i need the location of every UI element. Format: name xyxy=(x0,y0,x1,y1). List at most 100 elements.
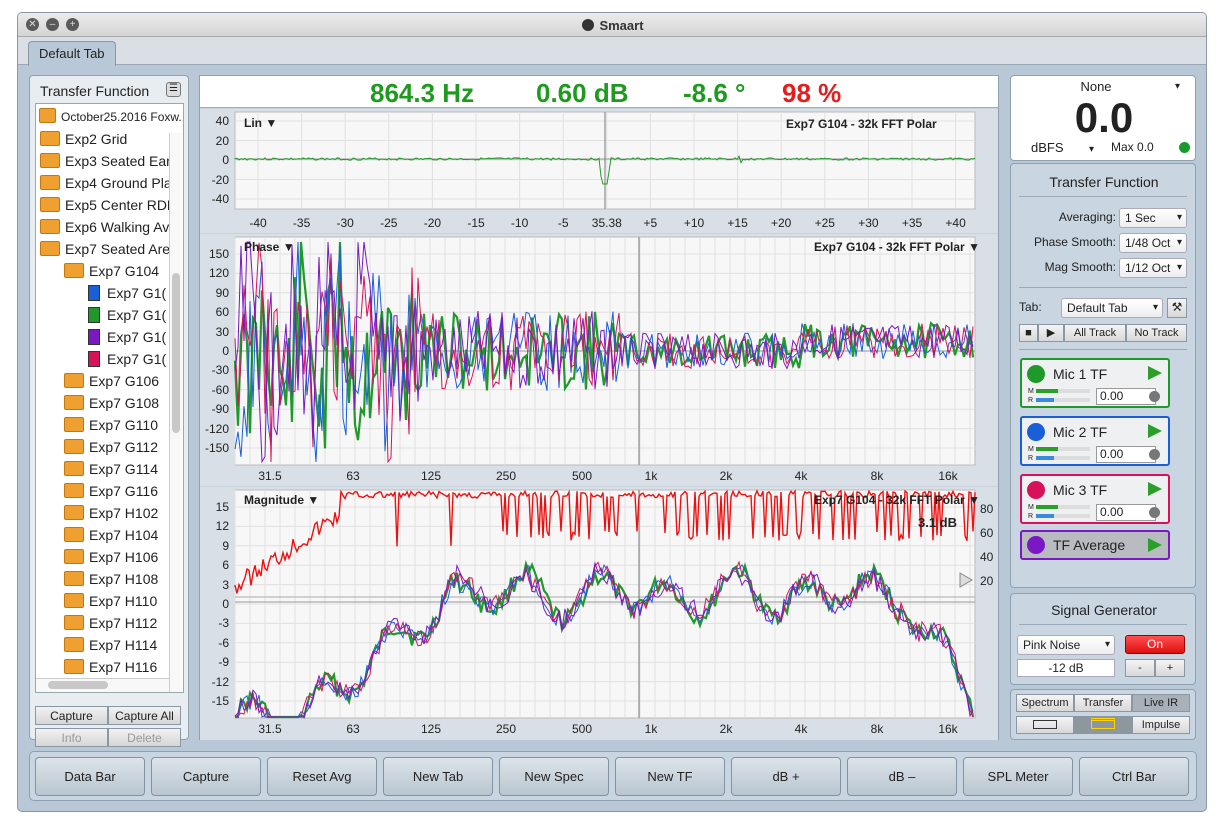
ir-graph[interactable] xyxy=(200,109,998,233)
tree-folder-item[interactable]: Exp7 G116 xyxy=(64,480,158,502)
vertical-scrollbar[interactable] xyxy=(169,133,182,692)
magnitude-plot[interactable]: Magnitude ▼ Exp7 G104 - 32k FFT Polar ▼ … xyxy=(200,487,998,740)
tree-folder-item[interactable]: Exp7 H104 xyxy=(64,524,158,546)
magnitude-title-dropdown-icon[interactable]: ▼ xyxy=(968,493,980,507)
mic-1-play-icon[interactable] xyxy=(1148,366,1162,380)
cmd-capture-button[interactable]: Capture xyxy=(151,757,261,796)
stop-all-button[interactable]: ■ xyxy=(1019,324,1038,342)
magnitude-graph[interactable] xyxy=(200,487,998,740)
capture-all-button[interactable]: Capture All xyxy=(108,706,181,725)
x-tick-label: 1k xyxy=(644,722,658,736)
spectrum-mode-button[interactable]: Spectrum xyxy=(1016,694,1074,712)
unit-dropdown-icon[interactable]: ▾ xyxy=(1089,144,1095,155)
tree-folder-item[interactable]: Exp7 G106 xyxy=(64,370,159,392)
tree-doc-item[interactable]: Exp7 G1( xyxy=(88,304,166,326)
mic-3-delay-field[interactable]: 0.00 xyxy=(1096,504,1156,521)
mic-3-play-icon[interactable] xyxy=(1148,482,1162,496)
phase-smooth-select[interactable]: 1/48 Oct xyxy=(1119,233,1187,253)
averaging-select[interactable]: 1 Sec xyxy=(1119,208,1187,228)
mic-2-play-icon[interactable] xyxy=(1148,424,1162,438)
cmd-spl-meter-button[interactable]: SPL Meter xyxy=(963,757,1073,796)
play-all-button[interactable]: ▶ xyxy=(1038,324,1064,342)
capture-button[interactable]: Capture xyxy=(35,706,108,725)
level-up-button[interactable]: + xyxy=(1155,659,1185,677)
tf-average-play-icon[interactable] xyxy=(1148,538,1162,552)
cmd-new-tab-button[interactable]: New Tab xyxy=(383,757,493,796)
cmd-db-button[interactable]: dB – xyxy=(847,757,957,796)
tree-folder-item[interactable]: Exp7 G104 xyxy=(64,260,159,282)
tree-folder-item[interactable]: Exp7 Seated Are xyxy=(40,238,170,260)
generator-level-field[interactable]: -12 dB xyxy=(1017,659,1115,677)
folder-icon xyxy=(64,461,84,476)
tree-folder-item[interactable]: Exp7 H110 xyxy=(64,590,157,612)
source-dropdown-icon[interactable]: ▾ xyxy=(1175,81,1181,92)
ir-scale-label[interactable]: Lin xyxy=(244,116,262,130)
tree-folder-item[interactable]: Exp6 Walking Av xyxy=(40,216,169,238)
cmd-reset-avg-button[interactable]: Reset Avg xyxy=(267,757,377,796)
tree-folder-item[interactable]: Exp7 H112 xyxy=(64,612,157,634)
tree-folder-item[interactable]: Exp7 H106 xyxy=(64,546,158,568)
tree-folder-item[interactable]: Exp7 G114 xyxy=(64,458,158,480)
close-icon[interactable]: ✕ xyxy=(26,18,39,31)
cmd-db-button[interactable]: dB + xyxy=(731,757,841,796)
phase-dropdown-icon[interactable]: ▼ xyxy=(282,240,295,254)
split-view-button[interactable] xyxy=(1074,716,1132,734)
magnitude-dropdown-icon[interactable]: ▼ xyxy=(307,493,320,507)
folder-icon xyxy=(64,439,84,454)
phase-plot[interactable]: Phase ▼ Exp7 G104 - 32k FFT Polar ▼ 150 1… xyxy=(200,234,998,486)
menu-icon[interactable]: ☰ xyxy=(166,82,181,97)
all-track-button[interactable]: All Track xyxy=(1064,324,1126,342)
tree-folder-item[interactable]: Exp7 H114 xyxy=(64,634,157,656)
tree-folder-item[interactable]: Exp7 H108 xyxy=(64,568,158,590)
tab-select[interactable]: Default Tab xyxy=(1061,298,1163,318)
tree-folder-item[interactable]: Exp4 Ground Pla xyxy=(40,172,172,194)
mag-smooth-select[interactable]: 1/12 Oct xyxy=(1119,258,1187,278)
signal-type-select[interactable]: Pink Noise xyxy=(1017,635,1115,655)
tree-folder-item[interactable]: Exp7 G110 xyxy=(64,414,158,436)
generator-on-button[interactable]: On xyxy=(1125,635,1185,654)
tree-doc-item[interactable]: Exp7 G1( xyxy=(88,348,166,370)
phase-title-dropdown-icon[interactable]: ▼ xyxy=(968,240,980,254)
transfer-mode-button[interactable]: Transfer xyxy=(1074,694,1132,712)
tools-icon[interactable]: ⚒ xyxy=(1167,298,1187,318)
tree-folder-item[interactable]: Exp3 Seated Ear xyxy=(40,150,171,172)
cmd-new-spec-button[interactable]: New Spec xyxy=(499,757,609,796)
cmd-new-tf-button[interactable]: New TF xyxy=(615,757,725,796)
scale-dropdown-icon[interactable]: ▼ xyxy=(265,116,278,130)
single-view-button[interactable] xyxy=(1016,716,1074,734)
tree-folder-item[interactable]: Exp7 G112 xyxy=(64,436,158,458)
horizontal-scrollbar[interactable] xyxy=(36,678,169,692)
tree-folder-item[interactable]: Exp7 G108 xyxy=(64,392,159,414)
zoom-icon[interactable]: + xyxy=(66,18,79,31)
tree-folder-item[interactable]: Exp7 H116 xyxy=(64,656,157,678)
meter-source[interactable]: None xyxy=(1080,79,1112,94)
mic-1-delay-field[interactable]: 0.00 xyxy=(1096,388,1156,405)
mic-2-color-dot[interactable] xyxy=(1027,423,1045,441)
no-track-button[interactable]: No Track xyxy=(1126,324,1187,342)
tab-default[interactable]: Default Tab xyxy=(28,41,116,66)
tree-folder-item[interactable]: Exp2 Grid xyxy=(40,128,127,150)
impulse-button[interactable]: Impulse xyxy=(1132,716,1190,734)
mic-3-color-dot[interactable] xyxy=(1027,481,1045,499)
session-folder[interactable]: October25.2016 Foxw... xyxy=(39,106,183,128)
phase-graph[interactable] xyxy=(200,234,998,486)
mic-2-delay-field[interactable]: 0.00 xyxy=(1096,446,1156,463)
tree-folder-item[interactable]: Exp7 H102 xyxy=(64,502,158,524)
level-down-button[interactable]: - xyxy=(1125,659,1155,677)
info-button[interactable]: Info xyxy=(35,728,108,747)
minimize-icon[interactable]: – xyxy=(46,18,59,31)
mic-1-color-dot[interactable] xyxy=(1027,365,1045,383)
tree-doc-item[interactable]: Exp7 G1( xyxy=(88,282,166,304)
tree-doc-item[interactable]: Exp7 G1( xyxy=(88,326,166,348)
live-ir-mode-button[interactable]: Live IR xyxy=(1132,694,1190,712)
cmd-ctrl-bar-button[interactable]: Ctrl Bar xyxy=(1079,757,1189,796)
impulse-response-plot[interactable]: Lin ▼ Exp7 G104 - 32k FFT Polar 40 20 0 -20… xyxy=(200,109,998,233)
tree-folder-item[interactable]: Exp5 Center RDM xyxy=(40,194,179,216)
tf-average-color-dot[interactable] xyxy=(1027,536,1045,554)
cmd-data-bar-button[interactable]: Data Bar xyxy=(35,757,145,796)
tf-average-box[interactable]: TF Average xyxy=(1020,530,1170,560)
delete-button[interactable]: Delete xyxy=(108,728,181,747)
